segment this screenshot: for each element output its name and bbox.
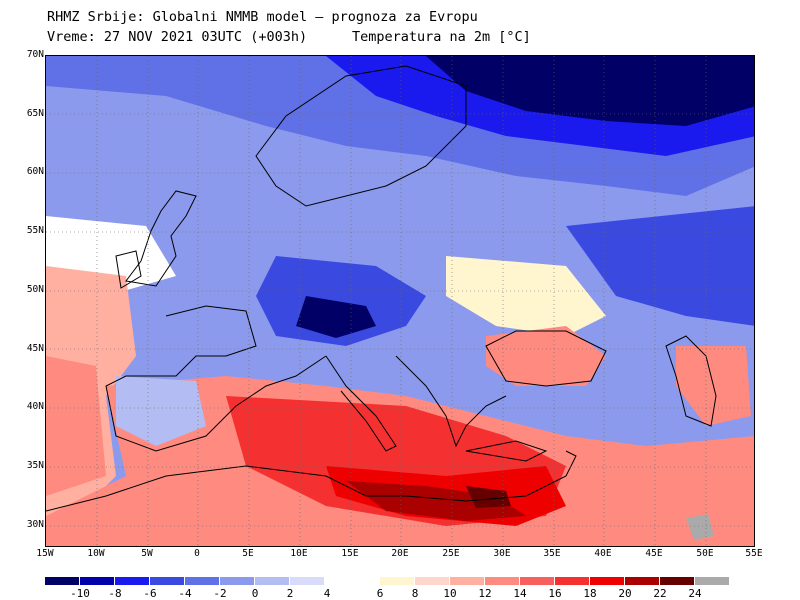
colorbar-swatch — [80, 577, 114, 585]
lat-label-35n: 35N — [26, 460, 44, 471]
colorbar-label: 22 — [653, 587, 667, 600]
colorbar-label: 2 — [286, 587, 294, 600]
colorbar-swatch — [415, 577, 449, 585]
colorbar-label: 0 — [251, 587, 259, 600]
cold-region-east — [566, 206, 754, 326]
colorbar-label: -2 — [213, 587, 227, 600]
colorbar-swatch — [520, 577, 554, 585]
lon-label-35e: 35E — [543, 548, 561, 559]
colorbar-swatch — [555, 577, 589, 585]
colorbar-label: 6 — [376, 587, 384, 600]
lon-label-15e: 15E — [341, 548, 359, 559]
cold-core-alps — [296, 296, 376, 338]
coastlines — [46, 65, 717, 512]
lat-label-55n: 55N — [26, 225, 44, 236]
colorbar-swatch — [450, 577, 484, 585]
lat-label-50n: 50N — [26, 284, 44, 295]
lon-label-30e: 30E — [493, 548, 511, 559]
colorbar-label: 10 — [443, 587, 457, 600]
hottest-region — [346, 481, 526, 521]
colorbar-swatch — [380, 577, 414, 585]
coast-balkans — [395, 355, 507, 448]
lon-label-25e: 25E — [442, 548, 460, 559]
colorbar-swatch — [625, 577, 659, 585]
colorbar-swatch — [185, 577, 219, 585]
lat-label-65n: 65N — [26, 108, 44, 119]
colorbar-label: 8 — [411, 587, 419, 600]
colorbar-label: 18 — [583, 587, 597, 600]
lon-label-15w: 15W — [36, 548, 54, 559]
colorbar-label: 24 — [688, 587, 702, 600]
map-title: RHMZ Srbije: Globalni NMMB model — progn… — [47, 9, 478, 25]
coast-scandinavia — [255, 65, 467, 207]
warm-atlantic-core — [46, 356, 106, 496]
colorbar-swatch — [220, 577, 254, 585]
temperature-field — [46, 56, 754, 546]
lon-label-10e: 10E — [290, 548, 308, 559]
cool-iberia — [116, 376, 206, 446]
temperature-map — [45, 55, 755, 547]
lon-label-50e: 50E — [696, 548, 714, 559]
no-data-region — [686, 514, 714, 540]
colorbar-label: -10 — [70, 587, 90, 600]
colorbar-label: 12 — [478, 587, 492, 600]
lon-label-10w: 10W — [87, 548, 105, 559]
colorbar-swatch — [255, 577, 289, 585]
colorbar-swatch — [695, 577, 729, 585]
coast-black-sea — [485, 330, 607, 387]
lon-label-0: 0 — [194, 548, 200, 559]
lon-label-55e: 55E — [745, 548, 763, 559]
colorbar-label: 16 — [548, 587, 562, 600]
coast-west-europe — [105, 305, 327, 452]
lon-label-5e: 5E — [242, 548, 254, 559]
lat-label-30n: 30N — [26, 519, 44, 530]
colorbar-label: 14 — [513, 587, 527, 600]
colorbar-label: 4 — [323, 587, 331, 600]
coast-crete-cyprus — [465, 440, 548, 462]
colorbar-swatch — [345, 577, 379, 585]
colorbar-swatch — [590, 577, 624, 585]
colorbar-swatch — [45, 577, 79, 585]
lon-label-20e: 20E — [391, 548, 409, 559]
lat-label-70n: 70N — [26, 49, 44, 60]
colorbar-swatch — [660, 577, 694, 585]
lat-label-60n: 60N — [26, 166, 44, 177]
colorbar-label: 20 — [618, 587, 632, 600]
lon-label-5w: 5W — [141, 548, 153, 559]
variable-label: Temperatura na 2m [°C] — [352, 29, 531, 45]
coldest-region — [426, 56, 754, 126]
lat-label-40n: 40N — [26, 401, 44, 412]
valid-time: Vreme: 27 NOV 2021 03UTC (+003h) — [47, 29, 308, 45]
coast-north-africa — [46, 450, 577, 512]
colorbar-label: -4 — [178, 587, 192, 600]
colorbar-label: -8 — [108, 587, 122, 600]
colorbar-swatch — [150, 577, 184, 585]
colorbar-swatch — [485, 577, 519, 585]
colorbar-swatch — [115, 577, 149, 585]
lon-label-45e: 45E — [645, 548, 663, 559]
coast-caspian — [665, 335, 717, 427]
hottest-core — [466, 486, 511, 508]
lat-label-45n: 45N — [26, 343, 44, 354]
coast-britain — [125, 190, 197, 287]
lon-label-40e: 40E — [594, 548, 612, 559]
colorbar-swatch — [290, 577, 324, 585]
coast-ireland — [115, 250, 142, 289]
warm-black-sea — [486, 326, 606, 386]
mild-region — [446, 256, 606, 336]
coast-italy — [325, 355, 397, 452]
colorbar-label: -6 — [143, 587, 157, 600]
